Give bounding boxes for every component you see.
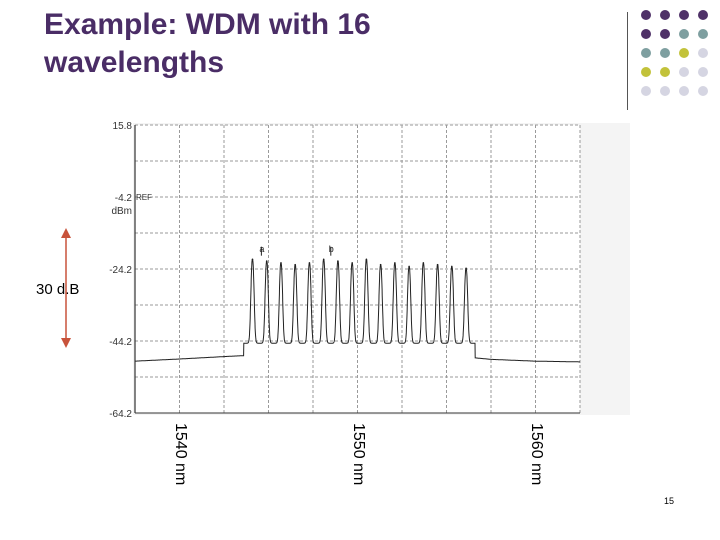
decorative-dot [641, 86, 651, 96]
channel-peak [408, 265, 410, 268]
y-tick-label: -64.2 [109, 409, 132, 420]
title-line-2: wavelengths [44, 46, 225, 79]
channel-peak [351, 262, 353, 264]
decorative-dot [641, 48, 651, 58]
marker-label: b [329, 244, 334, 254]
ref-label: REF [136, 193, 152, 202]
y-tick-label: 15.8 [113, 121, 133, 132]
decorative-dot-grid [641, 10, 717, 106]
channel-peak [308, 262, 311, 264]
channel-peak [465, 267, 467, 270]
y-tick-label: -4.2 [115, 193, 133, 204]
double-arrow-icon [61, 228, 71, 348]
page-title: Example: WDM with 16 wavelengths [44, 6, 371, 82]
decorative-divider [627, 12, 628, 110]
channel-peak [280, 262, 282, 264]
decorative-dot [660, 29, 670, 39]
channel-peak [451, 265, 453, 268]
decorative-dot [698, 48, 708, 58]
y-tick-label: -24.2 [109, 265, 132, 276]
channel-peak [294, 263, 296, 266]
decorative-dot [660, 86, 670, 96]
channel-peak [337, 260, 339, 262]
decorative-dot [679, 86, 689, 96]
channel-peak [436, 263, 439, 266]
decorative-dot [660, 67, 670, 77]
marker-label: a [259, 244, 264, 254]
spectrum-chart: 15.8 -4.2 -24.2 -44.2 -64.2 REF dBm a b [109, 121, 630, 420]
channel-peak [265, 260, 268, 262]
decorative-dot [698, 67, 708, 77]
decorative-dot [641, 10, 651, 20]
spectrum-trace [134, 258, 580, 363]
decorative-dot [660, 10, 670, 20]
x-tick-label: 1540 nm [171, 423, 189, 486]
x-tick-label: 1550 nm [349, 423, 367, 486]
decorative-dot [660, 48, 670, 58]
channel-peak [251, 258, 254, 261]
title-line-1: Example: WDM with 16 [44, 8, 371, 41]
channel-peak [394, 262, 396, 264]
x-tick-label: 1560 nm [527, 423, 545, 486]
decorative-dot [679, 10, 689, 20]
decorative-dot [641, 67, 651, 77]
annotation-30db: 30 d.B [36, 281, 80, 298]
channel-peak [322, 258, 325, 261]
decorative-dot [679, 29, 689, 39]
channel-peak [379, 263, 382, 266]
channel-peak [422, 262, 425, 264]
decorative-dot [698, 10, 708, 20]
decorative-dot [641, 29, 651, 39]
unit-label: dBm [111, 206, 132, 217]
channel-peak [365, 258, 368, 261]
decorative-dot [698, 29, 708, 39]
decorative-dot [679, 67, 689, 77]
page-number: 15 [664, 496, 675, 506]
y-tick-label: -44.2 [109, 337, 132, 348]
decorative-dot [698, 86, 708, 96]
decorative-dot [679, 48, 689, 58]
